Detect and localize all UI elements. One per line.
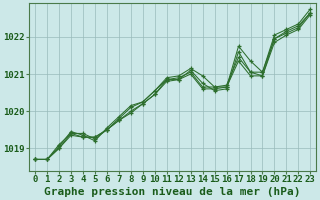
X-axis label: Graphe pression niveau de la mer (hPa): Graphe pression niveau de la mer (hPa): [44, 186, 301, 197]
